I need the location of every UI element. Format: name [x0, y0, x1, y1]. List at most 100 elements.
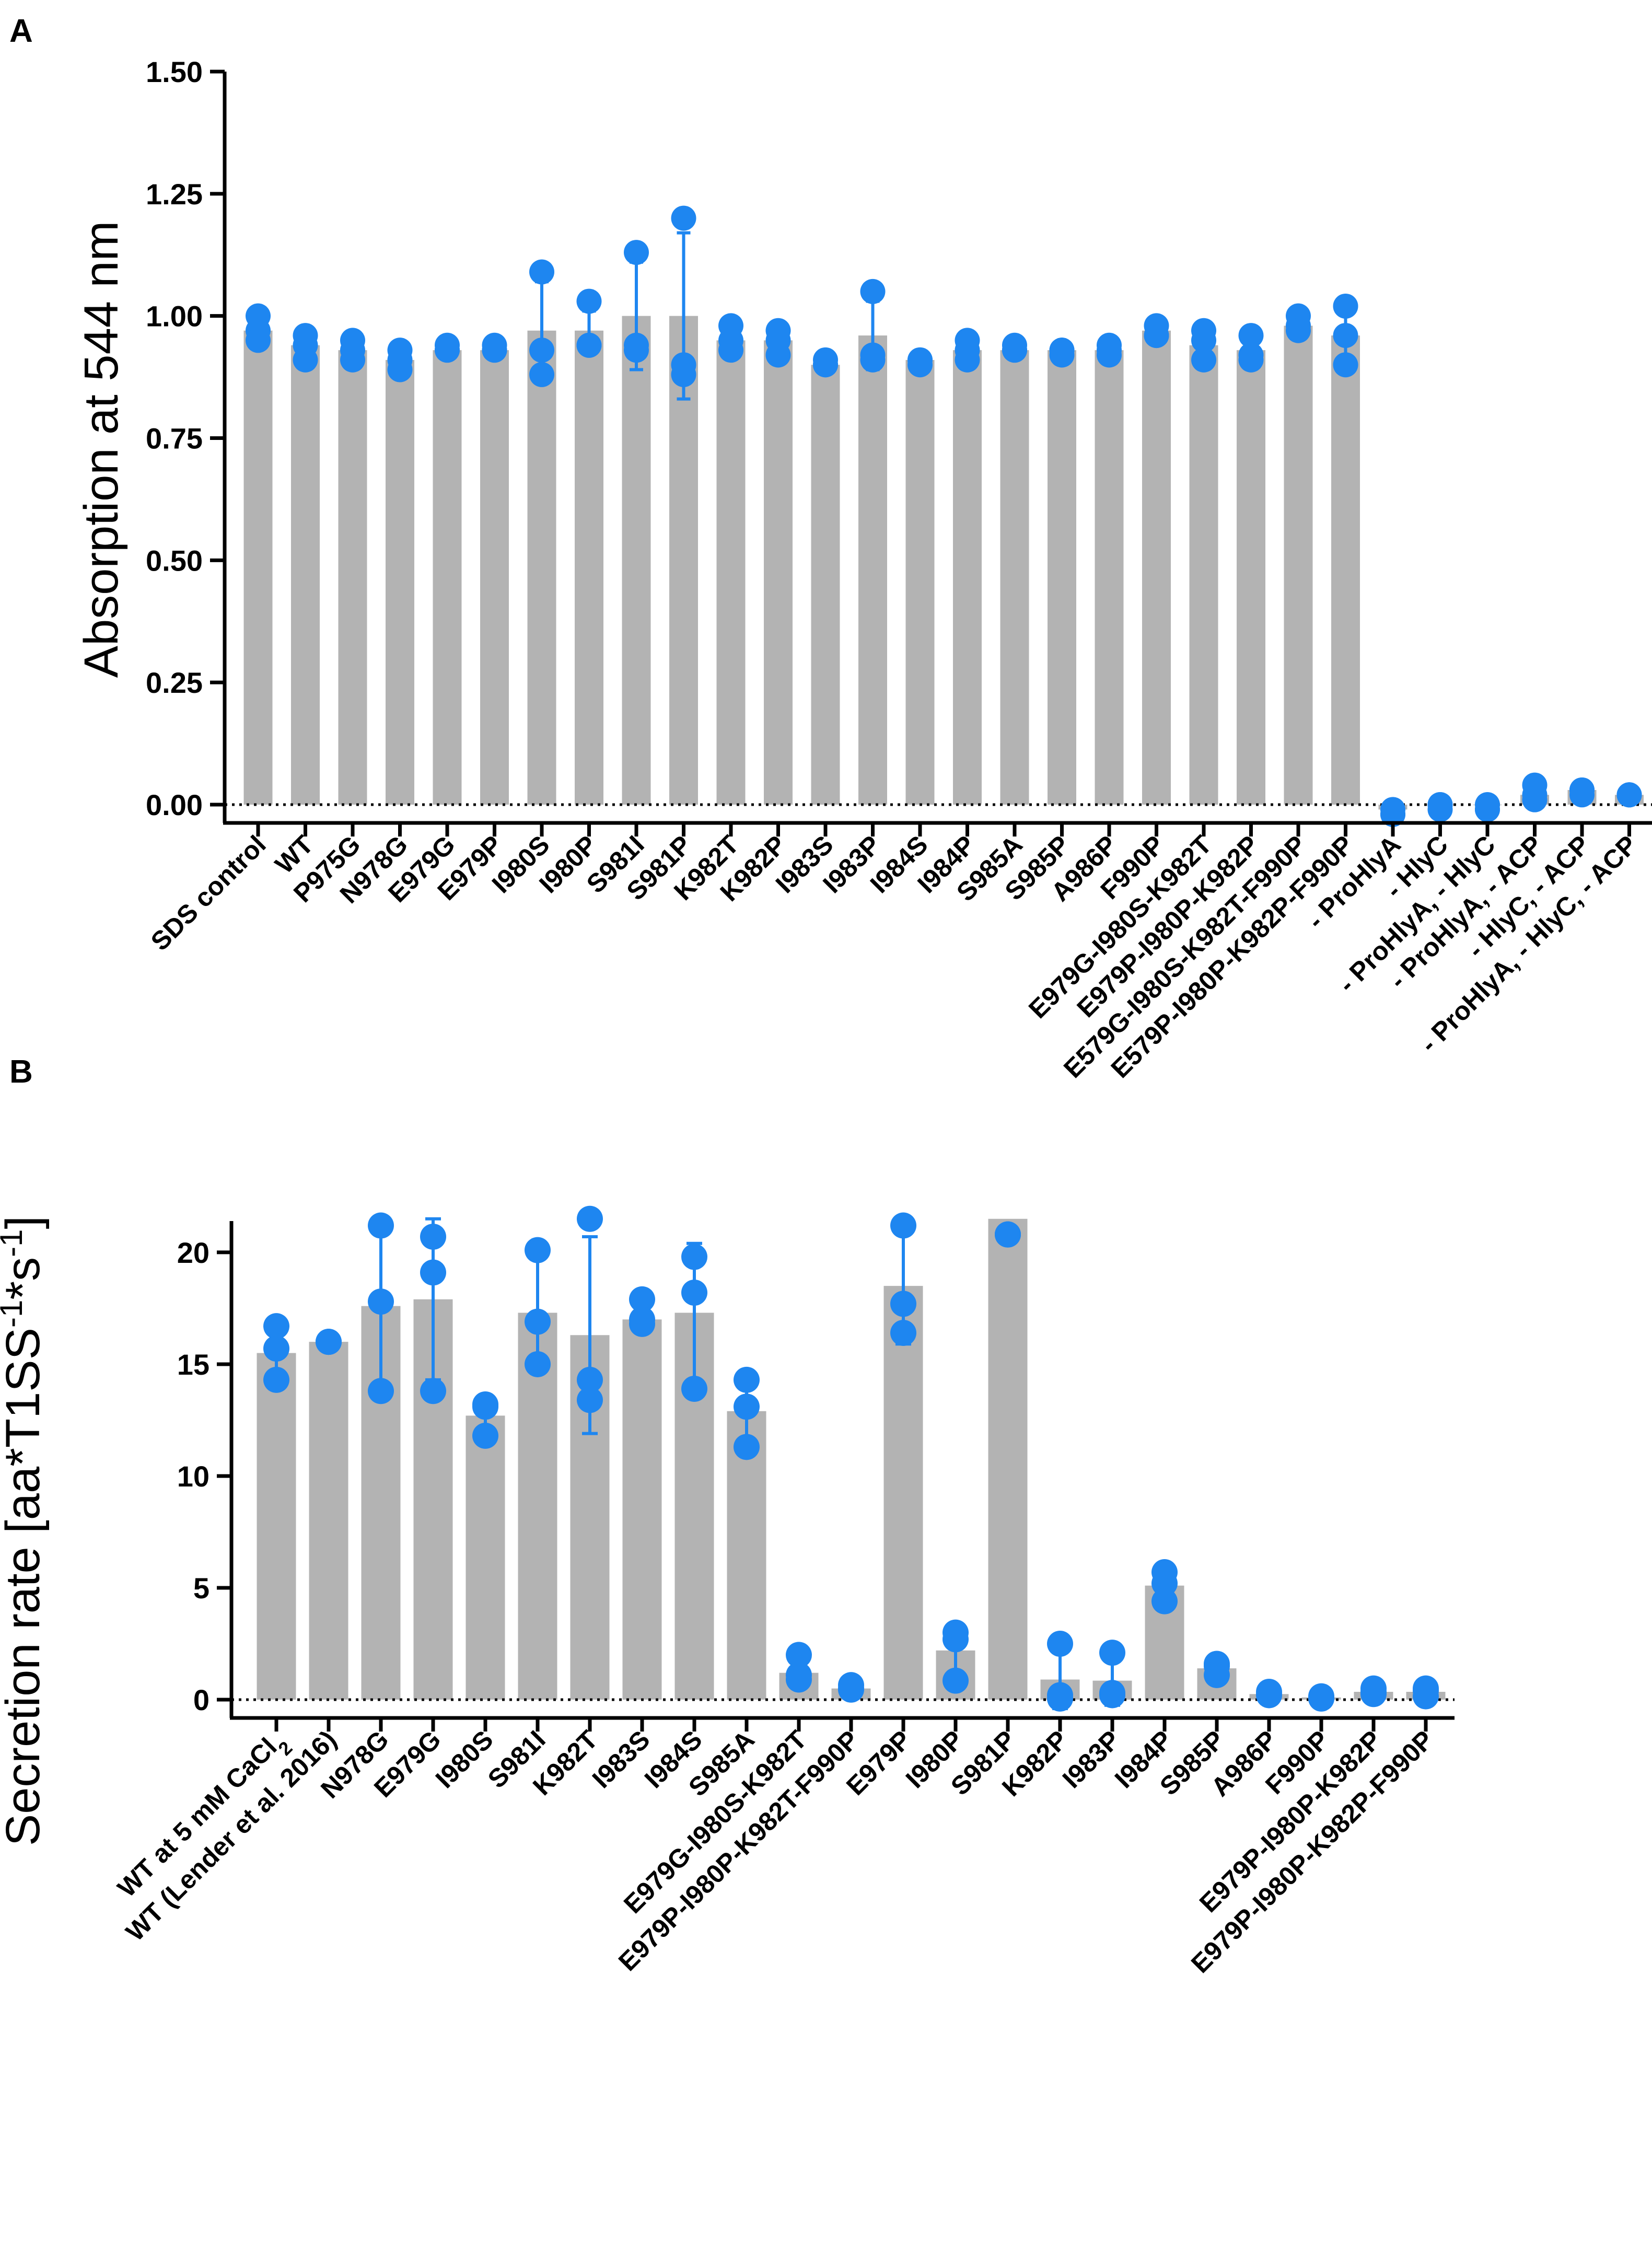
x-tick-label: I983S [587, 1725, 656, 1794]
data-point [1333, 323, 1358, 349]
data-point [368, 1288, 394, 1315]
bar-a-4 [433, 350, 462, 805]
data-point [576, 332, 602, 358]
bar-a-17 [1048, 350, 1076, 805]
bar-a-0 [243, 330, 273, 805]
panel-b-y-tick-label: 0 [193, 1683, 210, 1716]
data-point [813, 352, 838, 378]
data-point [1238, 347, 1264, 373]
data-point [1049, 342, 1075, 368]
data-point [860, 278, 886, 304]
data-point [671, 362, 696, 387]
data-point [1151, 1588, 1178, 1614]
bar-a-10 [716, 340, 746, 805]
data-point [246, 328, 271, 353]
data-point [263, 1313, 289, 1340]
bar-a-16 [1000, 350, 1029, 805]
panel-b-y-axis-title: Secretion rate [aa*T1SS-1*s-1] [0, 1216, 50, 1846]
bar-a-20 [1189, 345, 1218, 805]
x-tick-label: I980S [430, 1725, 499, 1794]
data-point [765, 342, 791, 368]
panel-a-y-tick-label: 1.25 [146, 178, 203, 211]
data-point [734, 1393, 760, 1420]
panel-b-y-tick-label: 10 [177, 1460, 210, 1493]
bar-a-3 [386, 359, 414, 805]
data-point [943, 1667, 969, 1694]
data-point [1204, 1662, 1230, 1688]
x-tick-label: I983P [1057, 1725, 1126, 1794]
data-point [860, 347, 886, 373]
data-point [890, 1212, 916, 1239]
panel-b-y-axis-title-sup2: -1 [0, 1229, 29, 1257]
data-point [1333, 293, 1358, 319]
data-point [624, 240, 649, 265]
data-point [472, 1422, 498, 1449]
bar-b-4 [466, 1415, 505, 1700]
data-point [1569, 782, 1595, 808]
bar-a-1 [291, 345, 320, 805]
data-point [293, 347, 318, 373]
data-point [577, 1205, 603, 1232]
data-point [890, 1320, 916, 1346]
data-point [316, 1329, 342, 1355]
panel-a-y-tick-label: 0.00 [146, 788, 203, 821]
data-point [1475, 797, 1500, 822]
panel-a-y-tick-label: 0.75 [146, 422, 203, 455]
data-point [387, 357, 413, 382]
bar-a-12 [811, 365, 840, 805]
data-point [1002, 338, 1027, 363]
data-point [420, 1378, 446, 1404]
data-point [368, 1212, 394, 1239]
panel-a-chart: Absorption at 544 nm 0.00 0.25 0.50 0.75 1.0… [75, 55, 1652, 1084]
panel-a-y-tick-label: 0.50 [146, 544, 203, 577]
data-point [576, 288, 602, 314]
data-point [1144, 323, 1169, 349]
bar-a-2 [338, 350, 367, 805]
data-point [529, 338, 554, 363]
data-point [420, 1259, 446, 1286]
data-point [1427, 792, 1453, 817]
panel-b-y-axis-title-main: Secretion rate [aa*T1SS [0, 1328, 50, 1846]
panel-b-y-axis-title-end: ] [0, 1216, 50, 1229]
data-point [629, 1310, 655, 1337]
data-point [340, 347, 365, 373]
panel-b-y-axis-title-mid: *s [0, 1257, 50, 1300]
bar-a-8 [622, 316, 651, 805]
panel-b-y-axis-title-sup1: -1 [0, 1300, 29, 1328]
bar-a-7 [575, 330, 603, 805]
panel-a-letter: A [9, 13, 33, 49]
bar-b-0 [257, 1353, 296, 1700]
bar-b-12 [883, 1286, 923, 1700]
bar-a-23 [1331, 335, 1360, 805]
panel-b-y-tick-label: 5 [193, 1572, 210, 1605]
panel-a-y-tick-label: 0.25 [146, 666, 203, 699]
bar-a-22 [1284, 326, 1313, 805]
data-point [577, 1387, 603, 1413]
data-point [1256, 1682, 1282, 1709]
data-point [482, 338, 507, 363]
data-point [995, 1221, 1021, 1248]
data-point [1099, 1682, 1125, 1709]
data-point [681, 1376, 707, 1402]
data-point [908, 352, 933, 378]
bar-b-7 [622, 1319, 662, 1700]
data-point [529, 362, 554, 387]
data-point [681, 1244, 707, 1270]
data-point [1191, 347, 1216, 373]
data-point [525, 1308, 551, 1335]
data-point [1360, 1681, 1387, 1707]
panel-b-letter: B [9, 1054, 33, 1090]
bar-a-15 [953, 350, 982, 805]
data-point [435, 338, 460, 363]
bar-a-18 [1095, 350, 1124, 805]
data-point [263, 1335, 289, 1362]
data-point [1151, 1570, 1178, 1597]
data-point [786, 1666, 812, 1693]
panel-b-y-tick-label: 20 [177, 1236, 210, 1269]
data-point [525, 1351, 551, 1377]
data-point [1238, 323, 1264, 349]
bar-a-19 [1142, 330, 1171, 805]
